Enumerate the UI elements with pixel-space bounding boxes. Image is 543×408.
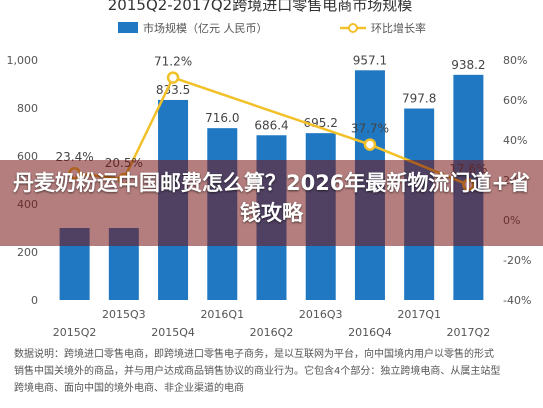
bar-value-label: 695.2	[304, 116, 338, 130]
y-left-tick-label: 800	[17, 102, 38, 115]
y-right-tick-label: 80%	[503, 54, 527, 67]
x-tick-label: 2015Q2	[53, 326, 97, 339]
bar-value-label: 797.8	[402, 92, 436, 106]
x-tick-label: 2016Q2	[250, 326, 294, 339]
growth-label: 71.2%	[154, 55, 192, 69]
y-left-tick-label: 600	[17, 150, 38, 163]
x-tick-label: 2017Q2	[447, 326, 491, 339]
legend-line-label: 环比增长率	[371, 21, 426, 35]
x-tick-label: 2016Q4	[348, 326, 392, 339]
title-banner	[0, 160, 543, 246]
bar-value-label: 686.4	[254, 118, 288, 132]
y-right-tick-label: 40%	[503, 134, 527, 147]
footnote: 数据说明：跨境进口零售电商，即跨境进口零售电子商务，是以互联网为平台，向中国境内…	[14, 346, 529, 397]
bar-value-label: 957.1	[353, 53, 387, 67]
y-left-tick-label: 200	[17, 246, 38, 259]
bar-value-label: 833.5	[156, 83, 190, 97]
footnote-line: 数据说明：跨境进口零售电商，即跨境进口零售电子商务，是以互联网为平台，向中国境内…	[14, 349, 494, 360]
legend-bar-swatch	[118, 22, 138, 33]
chart-title: 2015Q2-2017Q2跨境进口零售电商市场规模	[108, 0, 412, 14]
overlay-title: 丹麦奶粉运中国邮费怎么算？2026年最新物流门道+省钱攻略	[12, 171, 531, 225]
x-axis: 2015Q2 2015Q3 2015Q4 2016Q1 2016Q2 2016Q3 2016…	[53, 308, 490, 339]
y-left-tick-label: 0	[31, 294, 38, 307]
growth-point	[363, 138, 377, 151]
bar-labels: 833.5 716.0 686.4 695.2 957.1 797.8 938.2	[156, 53, 486, 132]
y-right-tick-label: 60%	[503, 94, 527, 107]
legend-line-marker	[348, 23, 358, 33]
x-tick-label: 2016Q3	[299, 308, 343, 321]
bar-value-label: 938.2	[451, 58, 485, 72]
x-tick-label: 2016Q1	[200, 308, 244, 321]
x-tick-label: 2015Q3	[102, 308, 146, 321]
legend-bar-label: 市场规模（亿元 人民币）	[143, 21, 268, 35]
footnote-line: 销售中国关境外的商品，并与用户达成商品销售协议的商业行为。它包含4个部分：独立跨…	[14, 366, 501, 377]
x-tick-label: 2017Q1	[397, 308, 441, 321]
growth-point	[166, 71, 180, 84]
y-right-tick-label: -20%	[503, 254, 531, 267]
y-right-tick-label: -40%	[503, 294, 531, 307]
growth-label: 37.7%	[351, 122, 389, 136]
bar-value-label: 716.0	[205, 111, 239, 125]
y-left-tick-label: 1,000	[7, 54, 39, 67]
x-tick-label: 2015Q4	[151, 326, 195, 339]
footnote-line: 跨境电商、面向中国的境外电商、非企业渠道的电商	[14, 383, 244, 394]
legend: 市场规模（亿元 人民币） 环比增长率	[118, 21, 426, 35]
